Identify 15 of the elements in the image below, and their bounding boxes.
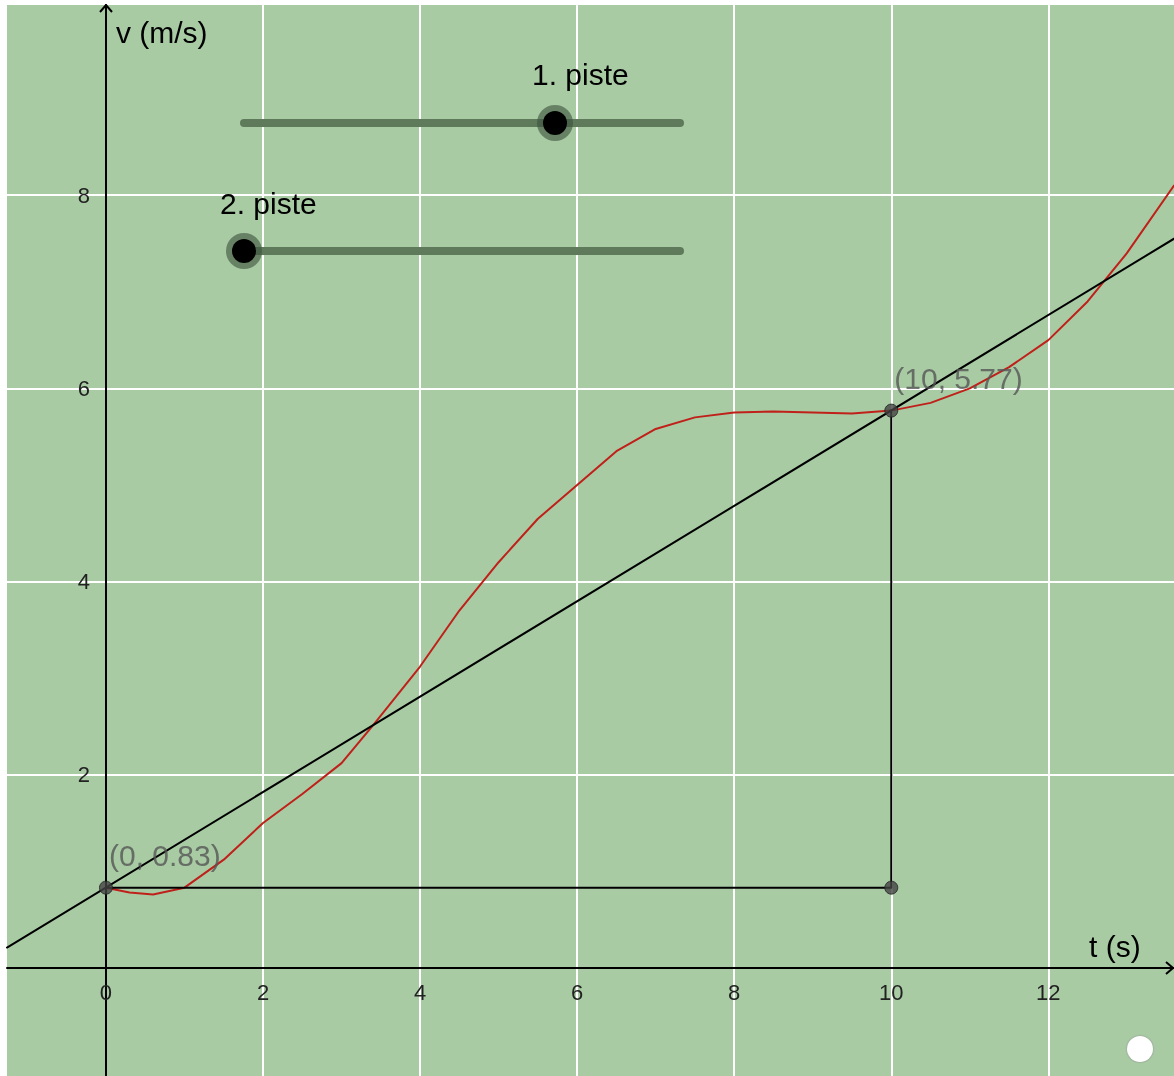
annotation: 1. piste <box>532 58 629 92</box>
x-tick-label: 4 <box>413 980 427 1006</box>
y-tick-label: 8 <box>77 182 90 208</box>
y-axis-title: v (m/s) <box>115 15 208 49</box>
x-tick-label: 12 <box>1036 980 1061 1006</box>
x-tick-label: 8 <box>728 980 741 1006</box>
x-axis-title: t (s) <box>1089 930 1141 964</box>
annotation: 2. piste <box>220 187 317 221</box>
y-tick-label: 2 <box>77 762 90 788</box>
y-tick-label: 4 <box>77 569 90 595</box>
x-tick-label: 2 <box>256 980 270 1006</box>
data-label: (0, 0.83) <box>108 839 221 873</box>
x-tick-label: 6 <box>571 980 584 1006</box>
y-tick-label: 6 <box>77 375 90 401</box>
x-tick-label: 10 <box>879 980 904 1006</box>
